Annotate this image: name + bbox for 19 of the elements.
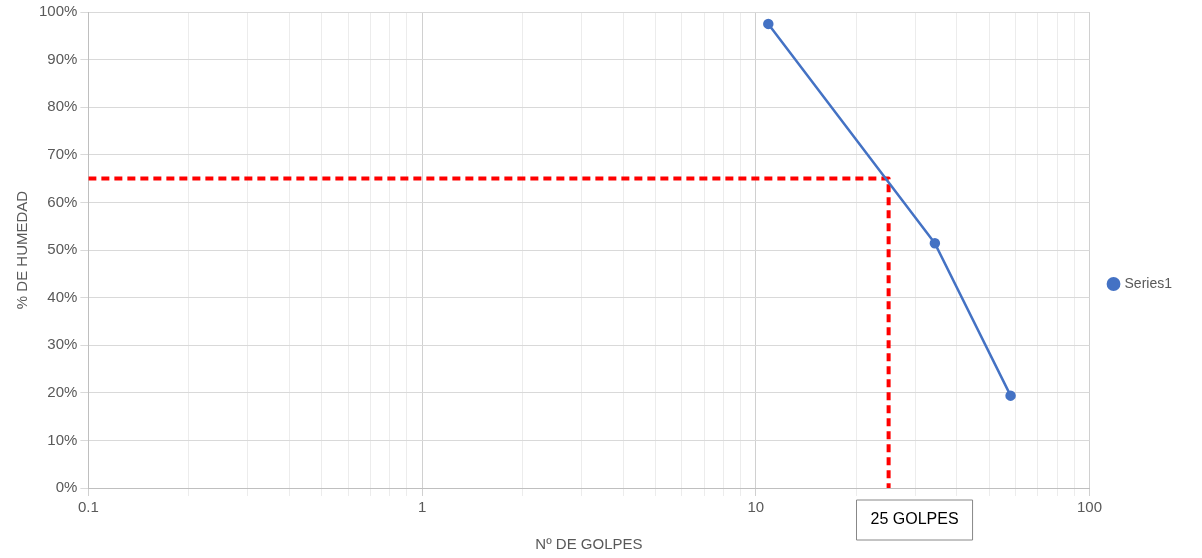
- y-tick-label: 20%: [47, 382, 78, 400]
- y-tick-label: 30%: [47, 335, 78, 353]
- x-tick-label: 0.1: [77, 498, 99, 516]
- y-axis-title: % DE HUMEDAD: [13, 190, 31, 310]
- legend-label: Series1: [1124, 274, 1173, 291]
- y-tick-label: 0%: [55, 478, 78, 496]
- y-tick-label: 40%: [47, 287, 78, 305]
- y-tick-label: 60%: [47, 192, 78, 210]
- y-tick-label: 90%: [47, 49, 78, 67]
- y-tick-label: 10%: [47, 430, 78, 448]
- x-tick-label: 1: [417, 498, 427, 516]
- y-tick-label: 70%: [47, 144, 78, 162]
- y-tick-label: 80%: [47, 97, 78, 115]
- y-tick-label: 50%: [47, 240, 78, 258]
- y-tick-label: 100%: [38, 2, 78, 20]
- text: 25 GOLPES: [870, 510, 959, 528]
- x-tick-label: 10: [747, 498, 765, 516]
- x-axis-title: Nº DE GOLPES: [535, 535, 643, 553]
- x-tick-label: 100: [1077, 498, 1103, 516]
